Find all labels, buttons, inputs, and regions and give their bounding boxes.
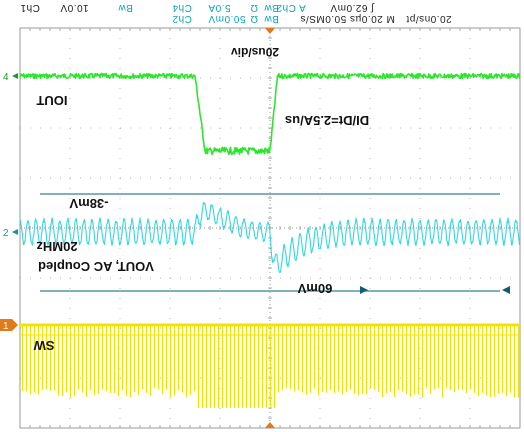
- marker-tip: [12, 319, 18, 331]
- marker-tip: [12, 73, 18, 79]
- annotation-lines: [40, 193, 510, 294]
- iout-trace: [19, 72, 521, 156]
- channel-iout-marker: 4: [3, 72, 18, 83]
- vout_label-label: VOUT, AC Coupled: [38, 259, 154, 274]
- vout-trace: [19, 201, 521, 274]
- trigger-position-icon: [265, 28, 275, 34]
- overshoot-arrow-icon: [360, 286, 368, 294]
- marker-text: 2: [3, 228, 9, 239]
- sw_label-label: SW: [33, 338, 55, 353]
- marker-text: 4: [3, 72, 9, 83]
- traces: [19, 72, 521, 408]
- bandwidth_label-label: 20MHz: [36, 239, 78, 254]
- marker-tab: [0, 319, 12, 331]
- annotation-labels: 20us/div IOUT DI/Dt=2.5A/us -38mV 20MHz VOUT,…: [33, 45, 369, 353]
- iout_label-label: IOUT: [36, 93, 67, 108]
- channel-sw-marker: 1: [0, 319, 18, 332]
- overshoot-arrow-icon: [502, 286, 510, 294]
- sw-trace: [20, 323, 520, 408]
- undershoot_label-label: -38mV: [69, 196, 108, 211]
- trigger-position-icon: [265, 422, 275, 428]
- overshoot_label-label: 60mV: [297, 281, 332, 296]
- channel-markers: 4 2 1: [0, 28, 275, 428]
- channel-vout-marker: 2: [3, 228, 18, 239]
- marker-text: 1: [3, 321, 9, 332]
- timebase-label: 20us/div: [231, 45, 279, 59]
- slew_label-label: DI/Dt=2.5A/us: [285, 113, 369, 128]
- marker-tip: [12, 229, 18, 235]
